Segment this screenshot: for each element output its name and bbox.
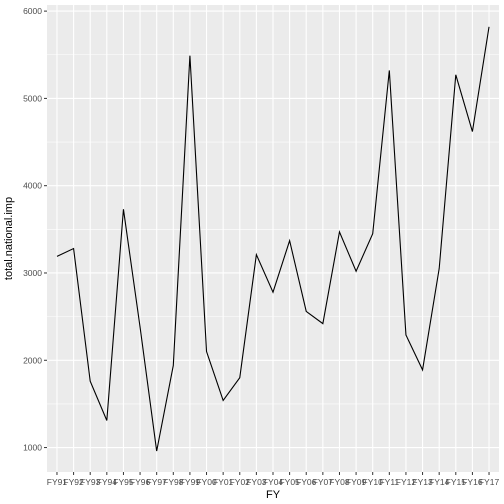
x-tick-label: FY05 xyxy=(279,477,300,487)
x-tick-label: FY03 xyxy=(246,477,267,487)
x-tick-label: FY15 xyxy=(446,477,467,487)
x-tick-label: FY04 xyxy=(263,477,284,487)
x-tick-label: FY13 xyxy=(412,477,433,487)
x-tick-label: FY01 xyxy=(213,477,234,487)
y-tick-label: 2000 xyxy=(23,355,42,365)
x-axis-title: FY xyxy=(266,489,281,501)
y-axis-title: total.national.imp xyxy=(3,197,15,280)
x-tick-label: FY99 xyxy=(180,477,201,487)
x-tick-label: FY00 xyxy=(196,477,217,487)
x-tick-label: FY94 xyxy=(97,477,118,487)
y-axis: 1000 2000 3000 4000 5000 6000 xyxy=(23,6,47,453)
x-tick-label: FY08 xyxy=(329,477,350,487)
y-tick-label: 1000 xyxy=(23,443,42,453)
x-tick-label: FY11 xyxy=(379,477,399,487)
y-tick-label: 4000 xyxy=(23,181,42,191)
x-axis: FY91FY92FY93FY94FY95FY96FY97FY98FY99FY00… xyxy=(47,472,500,487)
x-tick-label: FY14 xyxy=(429,477,450,487)
x-tick-label: FY95 xyxy=(113,477,134,487)
x-tick-label: FY17 xyxy=(479,477,500,487)
y-tick-label: 6000 xyxy=(23,6,42,16)
x-tick-label: FY06 xyxy=(296,477,317,487)
x-tick-label: FY98 xyxy=(163,477,184,487)
x-tick-label: FY96 xyxy=(130,477,151,487)
x-tick-label: FY97 xyxy=(147,477,168,487)
x-tick-label: FY91 xyxy=(47,477,68,487)
x-tick-label: FY10 xyxy=(363,477,384,487)
series-line xyxy=(56,26,490,452)
x-tick-label: FY16 xyxy=(462,477,483,487)
x-tick-label: FY93 xyxy=(80,477,101,487)
x-tick-label: FY12 xyxy=(396,477,417,487)
x-tick-label: FY92 xyxy=(63,477,84,487)
x-tick-label: FY09 xyxy=(346,477,367,487)
x-tick-label: FY02 xyxy=(230,477,251,487)
y-tick-label: 5000 xyxy=(23,93,42,103)
major-gridlines xyxy=(47,5,499,472)
y-tick-label: 3000 xyxy=(23,268,42,278)
x-tick-label: FY07 xyxy=(313,477,334,487)
